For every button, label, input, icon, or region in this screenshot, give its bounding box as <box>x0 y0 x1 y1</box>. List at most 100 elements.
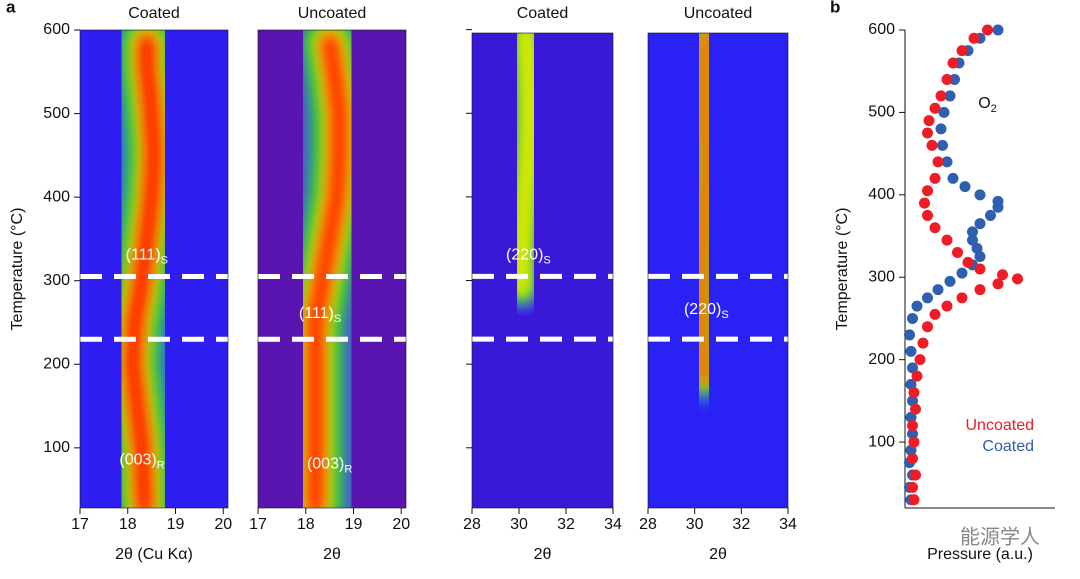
scatter-point <box>941 73 953 85</box>
scatter-point <box>917 337 929 349</box>
annotation-subscript: S <box>721 309 728 321</box>
scatter-point <box>941 156 953 168</box>
scatter-point <box>974 218 986 230</box>
peak-ridge <box>122 32 164 508</box>
scatter-point <box>919 197 930 209</box>
scatter-point <box>907 428 918 440</box>
y-tick-label: 200 <box>43 355 70 372</box>
scatter-point <box>944 90 956 102</box>
scatter-point <box>914 354 926 366</box>
scatter-point <box>922 185 933 197</box>
scatter-point <box>959 181 971 193</box>
panel-title: Uncoated <box>298 5 367 22</box>
scatter-point <box>937 139 948 151</box>
annotation-subscript: R <box>344 463 352 475</box>
scatter-point <box>956 45 968 57</box>
panel-title: Coated <box>128 5 180 22</box>
x-axis-label: 2θ <box>709 546 727 563</box>
scatter-point <box>907 453 918 465</box>
scatter-point <box>907 481 918 493</box>
annotation-subscript: R <box>157 459 165 471</box>
scatter-point <box>974 189 986 201</box>
scatter-point <box>1012 273 1023 285</box>
x-tick-label: 28 <box>463 516 481 533</box>
x-tick-label: 18 <box>119 516 137 533</box>
annotation: (003)R <box>307 456 352 476</box>
x-tick-label: 30 <box>510 516 528 533</box>
x-tick-label: 34 <box>604 516 622 533</box>
scatter-point <box>992 195 1004 207</box>
x-tick-label: 20 <box>214 516 232 533</box>
scatter-point <box>992 24 1004 36</box>
annotation: (220)S <box>684 301 729 321</box>
scatter-point <box>907 362 918 374</box>
x-axis-label: Pressure (a.u.) <box>927 546 1033 563</box>
x-tick-label: 17 <box>71 516 89 533</box>
scatter-point <box>935 123 947 135</box>
scatter-point <box>974 263 986 275</box>
scatter-point <box>992 278 1004 290</box>
scatter-point <box>923 115 935 127</box>
x-tick-label: 19 <box>167 516 185 533</box>
panel-title: Coated <box>517 5 569 22</box>
scatter-point <box>922 292 933 304</box>
scatter-point <box>982 24 993 36</box>
annotation-subscript: 2 <box>991 103 997 115</box>
heatmap-ridge <box>680 33 728 403</box>
peak-ridge <box>305 32 349 508</box>
scatter-point <box>926 139 938 151</box>
scatter-point <box>908 436 920 448</box>
watermark: 能源学人 <box>960 525 1040 548</box>
y-tick-label: 500 <box>43 105 70 122</box>
scatter-point <box>911 370 923 382</box>
scatter-point <box>922 209 933 221</box>
scatter-point <box>947 57 959 69</box>
y-tick-label: 500 <box>868 104 895 121</box>
annotation-text: (003) <box>119 452 156 469</box>
peak-ridge <box>516 33 535 294</box>
x-tick-label: 28 <box>639 516 657 533</box>
scatter-point <box>929 308 941 320</box>
annotation-subscript: S <box>543 254 550 266</box>
scatter-point <box>968 32 980 44</box>
x-tick-label: 32 <box>732 516 750 533</box>
scatter-point <box>910 469 921 481</box>
annotation-subscript: S <box>334 313 341 325</box>
scatter-point <box>967 226 978 238</box>
y-axis-label: Temperature (°C) <box>9 208 26 331</box>
scatter-point <box>952 247 963 259</box>
annotation-subscript: S <box>161 255 168 267</box>
scatter-point <box>941 234 953 246</box>
annotation: (111)S <box>126 247 168 267</box>
annotation-text: (220) <box>506 247 543 264</box>
scatter-point <box>905 411 917 423</box>
heatmap-ridge <box>499 33 552 311</box>
annotation: O2 <box>978 95 997 115</box>
scatter-point <box>938 106 950 118</box>
y-axis-label: Temperature (°C) <box>834 208 851 331</box>
scatter-point <box>997 269 1008 281</box>
legend-entry: Uncoated <box>966 417 1035 434</box>
annotation: (003)R <box>119 452 164 472</box>
heatmap-ridge <box>88 30 198 508</box>
scatter-point <box>922 321 933 333</box>
heatmap-ridge <box>271 30 384 508</box>
y-tick-label: 200 <box>868 351 895 368</box>
scatter-point <box>910 403 921 415</box>
x-tick-label: 18 <box>297 516 315 533</box>
frame <box>471 32 614 509</box>
scatter-point <box>935 90 947 102</box>
x-tick-label: 20 <box>392 516 410 533</box>
x-tick-label: 34 <box>779 516 797 533</box>
scatter-point <box>929 102 941 114</box>
panel-label: b <box>830 0 840 16</box>
y-tick-label: 100 <box>43 439 70 456</box>
y-tick-label: 400 <box>868 186 895 203</box>
scatter-point <box>907 420 918 432</box>
frame <box>79 29 229 509</box>
scatter-point <box>908 494 920 506</box>
scatter-point <box>971 242 983 254</box>
scatter-point <box>941 300 953 312</box>
annotation-text: O <box>978 95 990 112</box>
y-tick-label: 300 <box>43 272 70 289</box>
